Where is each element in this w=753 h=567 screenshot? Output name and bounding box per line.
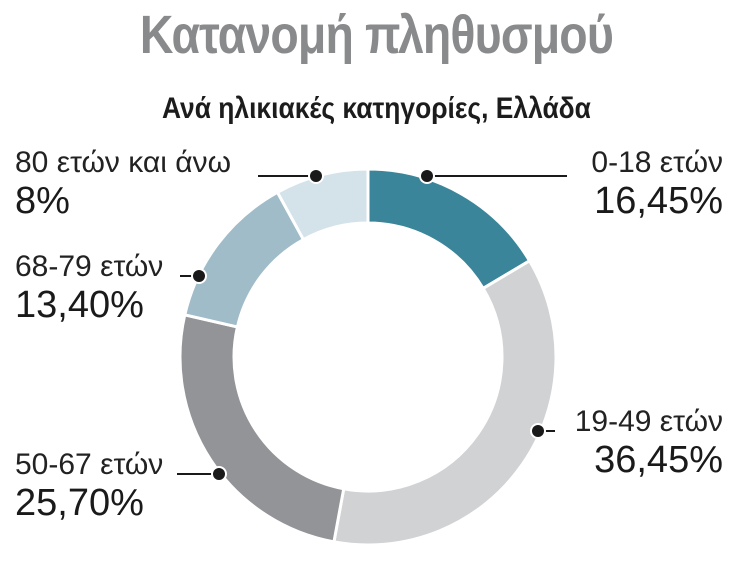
label-value: 36,45% xyxy=(594,439,723,481)
leader-lines xyxy=(177,168,567,482)
label-80-plus: 80 ετών και άνω 8% xyxy=(15,146,231,222)
label-50-67: 50-67 ετών 25,70% xyxy=(15,448,163,524)
label-value: 13,40% xyxy=(15,284,144,326)
donut-slice xyxy=(366,167,532,291)
label-category: 0-18 ετών xyxy=(591,146,723,179)
donut-slice xyxy=(332,258,558,547)
donut-slices xyxy=(178,167,558,547)
label-19-49: 19-49 ετών 36,45% xyxy=(575,405,723,481)
donut-slice xyxy=(178,313,346,544)
label-value: 25,70% xyxy=(15,482,144,524)
label-68-79: 68-79 ετών 13,40% xyxy=(15,250,163,326)
chart-subtitle: Ανά ηλικιακές κατηγορίες, Ελλάδα xyxy=(161,92,591,125)
label-category: 68-79 ετών xyxy=(15,250,164,283)
label-value: 16,45% xyxy=(594,180,723,222)
label-0-18: 0-18 ετών 16,45% xyxy=(591,146,723,222)
label-category: 19-49 ετών xyxy=(574,405,723,438)
label-category: 50-67 ετών xyxy=(15,448,164,481)
donut-slice xyxy=(275,167,370,242)
chart-title: Κατανομή πληθυσμού xyxy=(139,5,614,65)
label-value: 8% xyxy=(15,180,70,222)
label-category: 80 ετών και άνω xyxy=(15,146,232,179)
